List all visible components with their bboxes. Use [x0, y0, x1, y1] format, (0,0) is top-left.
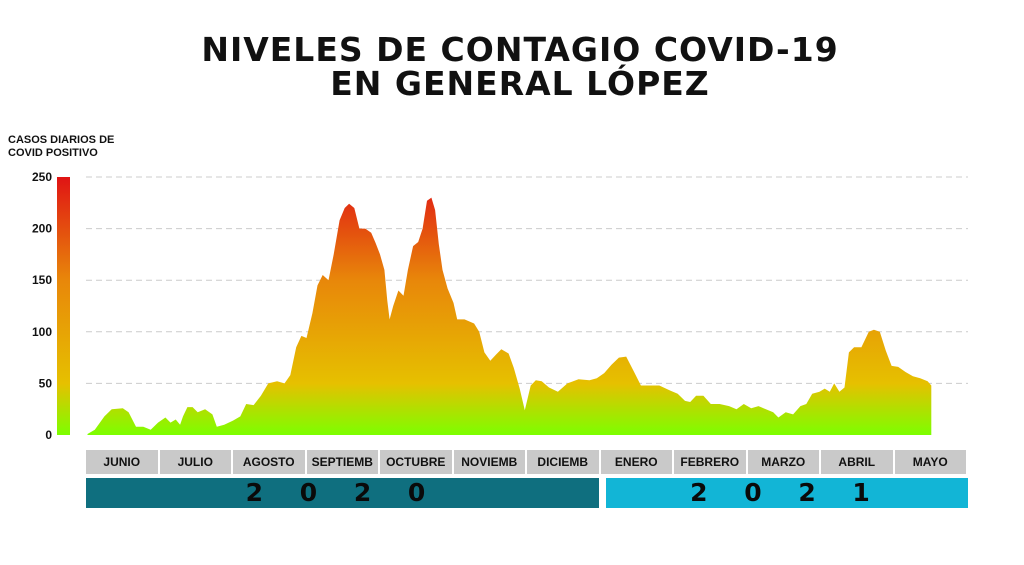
month-label-junio: JUNIO — [86, 450, 160, 474]
month-label-noviemb: NOVIEMB — [453, 450, 527, 474]
y-tick-150: 150 — [32, 273, 52, 287]
month-label-agosto: AGOSTO — [233, 450, 307, 474]
y-tick-200: 200 — [32, 222, 52, 236]
y-tick-100: 100 — [32, 325, 52, 339]
y-tick-0: 0 — [45, 428, 52, 442]
y-axis-label: CASOS DIARIOS DE COVID POSITIVO — [8, 134, 115, 159]
month-label-julio: JULIO — [159, 450, 233, 474]
month-label-septiemb: SEPTIEMB — [306, 450, 380, 474]
y-tick-50: 50 — [39, 376, 53, 390]
color-scale-bar — [57, 177, 70, 435]
y-tick-250: 250 — [32, 170, 52, 184]
grid-lines — [86, 176, 968, 384]
month-label-diciemb: DICIEMB — [527, 450, 601, 474]
month-label-marzo: MARZO — [747, 450, 821, 474]
chart-title-line-1: NIVELES DE CONTAGIO COVID-19 — [201, 30, 839, 69]
month-label-febrero: FEBRERO — [674, 450, 748, 474]
year-band-2021: 2 0 2 1 — [606, 478, 968, 508]
series-area-casos-diarios — [87, 197, 932, 435]
month-label-mayo: MAYO — [894, 450, 968, 474]
month-label-enero: ENERO — [600, 450, 674, 474]
month-label-octubre: OCTUBRE — [380, 450, 454, 474]
month-label-abril: ABRIL — [821, 450, 895, 474]
year-band-2020: 2 0 2 0 — [86, 478, 599, 508]
y-tick-labels: 0 50 100 150 200 250 — [32, 170, 52, 442]
month-labels-row: JUNIO JULIO AGOSTO SEPTIEMB OCTUBRE NOVIEMB DI… — [86, 450, 968, 476]
chart-title-line-2: EN GENERAL LÓPEZ — [330, 64, 710, 103]
